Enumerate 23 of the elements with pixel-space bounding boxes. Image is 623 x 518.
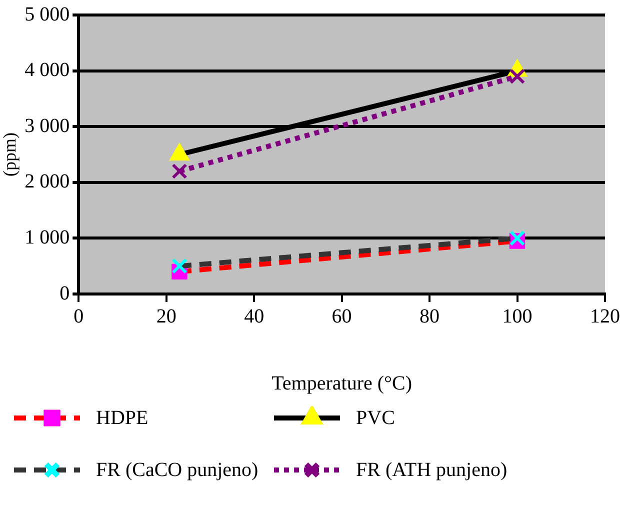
y-tick-label: 1 000	[24, 226, 70, 248]
y-tick-label: 2 000	[24, 170, 70, 193]
x-tick-label: 100	[502, 305, 532, 328]
point	[172, 258, 188, 274]
point	[509, 230, 526, 246]
legend-label: PVC	[356, 406, 395, 430]
legend-label: HDPE	[96, 406, 148, 430]
x-tick-label: 120	[590, 305, 620, 328]
y-tick-label: 3 000	[24, 114, 70, 137]
y-axis-title: (ppm)	[0, 132, 20, 176]
x-tick-label: 40	[244, 305, 264, 328]
point	[509, 68, 526, 84]
x-tick-label: 60	[332, 305, 352, 328]
x-axis-title: Temperature (°C)	[272, 372, 412, 394]
y-tick-label: 5 000	[24, 3, 70, 26]
y-tick-label: 0	[60, 282, 70, 304]
legend-label: FR (CaCO punjeno)	[96, 458, 258, 482]
x-tick-label: 80	[420, 305, 440, 328]
legend-label: FR (ATH punjeno)	[356, 458, 508, 482]
y-tick-label: 4 000	[24, 59, 70, 82]
x-tick-label: 20	[156, 305, 176, 328]
point	[172, 163, 188, 180]
x-tick-label: 0	[74, 305, 84, 328]
